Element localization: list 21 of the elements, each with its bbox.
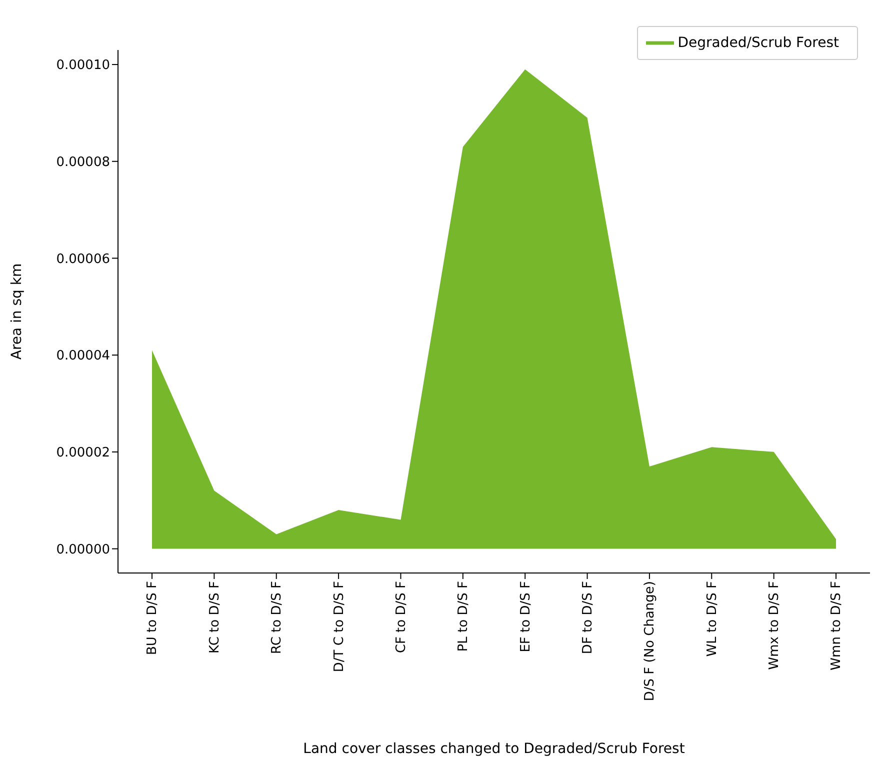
y-tick-label: 0.00004 (56, 348, 110, 364)
x-tick-label: Wmx to D/S F (767, 581, 782, 670)
x-tick-label: RC to D/S F (270, 581, 285, 654)
y-axis-title: Area in sq km (8, 263, 25, 360)
x-tick-label: DF to D/S F (580, 581, 596, 654)
y-tick-label: 0.00000 (56, 542, 110, 558)
y-tick-label: 0.00002 (56, 446, 110, 461)
x-axis-title: Land cover classes changed to Degraded/Scrub Forest (303, 741, 686, 757)
x-tick-label: WL to D/S F (704, 581, 720, 657)
x-tick-label: BU to D/S F (145, 581, 160, 656)
x-tick-label: D/S F (No Change) (642, 581, 658, 702)
y-tick-label: 0.00006 (56, 252, 110, 267)
legend-label: Degraded/Scrub Forest (678, 35, 839, 52)
x-tick-label: KC to D/S F (207, 581, 222, 654)
x-tick-label: CF to D/S F (394, 581, 409, 654)
x-tick-label: PL to D/S F (456, 581, 472, 652)
x-tick-label: D/T C to D/S F (332, 581, 347, 672)
x-tick-label: Wmn to D/S F (829, 581, 844, 670)
y-tick-label: 0.00010 (56, 58, 110, 74)
x-tick-label: EF to D/S F (518, 581, 534, 652)
y-tick-label: 0.00008 (56, 154, 110, 170)
